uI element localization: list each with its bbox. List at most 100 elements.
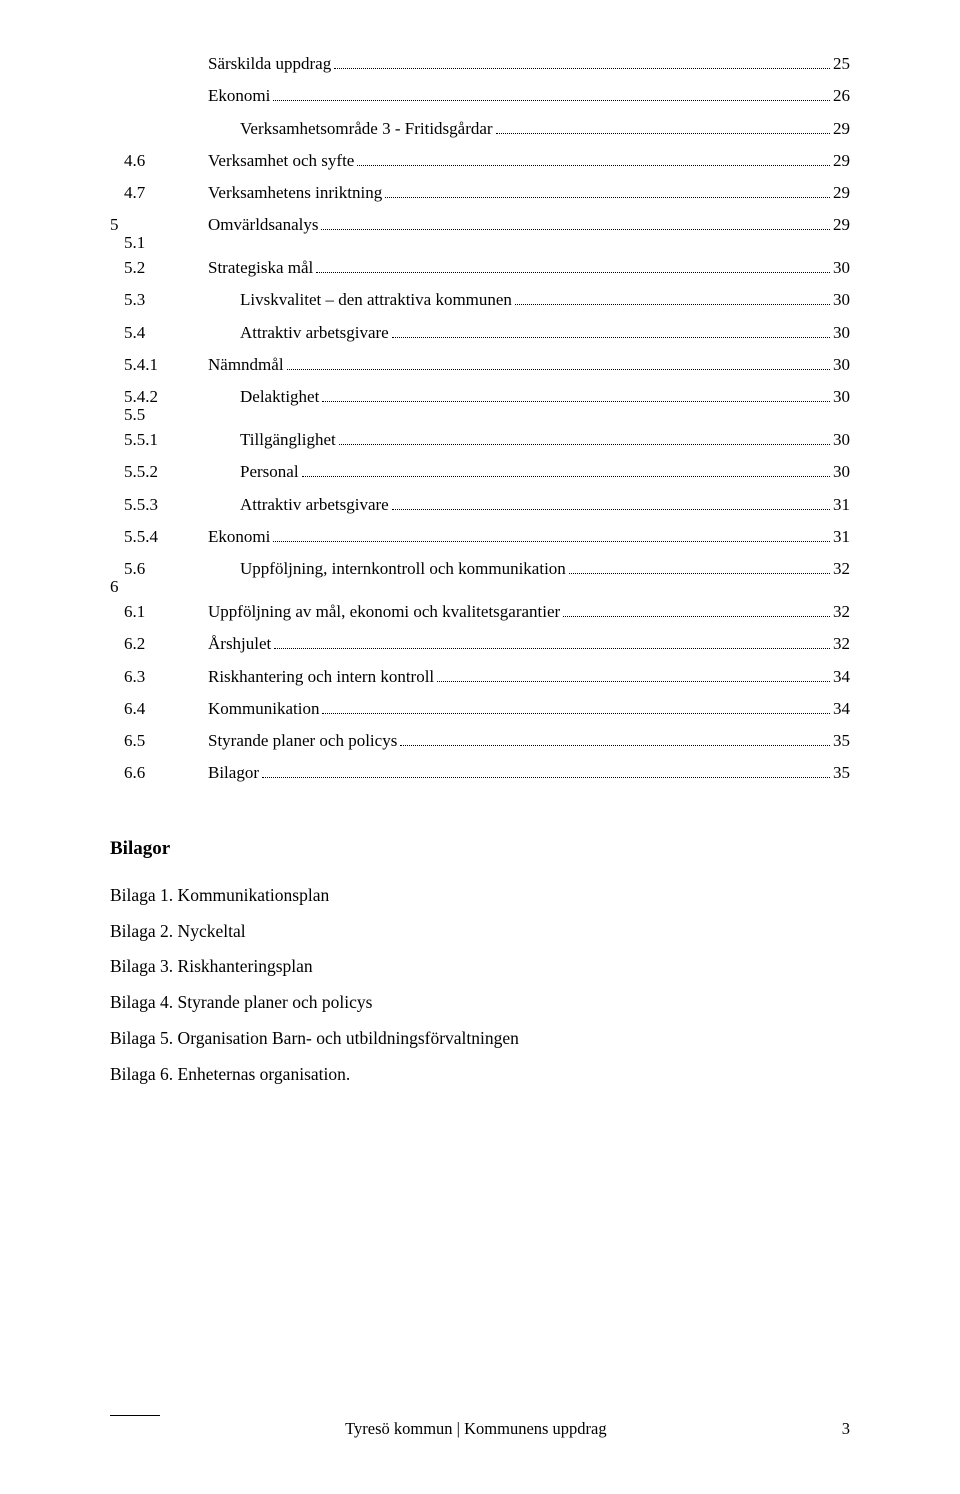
toc-number: 5.4.25.5 bbox=[110, 388, 188, 424]
toc-page-number: 25 bbox=[833, 48, 850, 80]
toc-entry: 5.4.25.5Delaktighet 30 bbox=[110, 381, 850, 424]
toc-page-number: 29 bbox=[833, 177, 850, 209]
toc-title: Kommunikation bbox=[188, 693, 319, 725]
toc-leader-dots bbox=[316, 272, 830, 273]
toc-number: 6.1 bbox=[110, 596, 188, 628]
toc-title: Ekonomi bbox=[188, 521, 270, 553]
toc-number: 5.2 bbox=[110, 252, 188, 284]
toc-page-number: 34 bbox=[833, 693, 850, 725]
toc-entry: 5.3Livskvalitet – den attraktiva kommune… bbox=[110, 284, 850, 316]
bilagor-list: Bilaga 1. KommunikationsplanBilaga 2. Ny… bbox=[110, 878, 850, 1093]
toc-number: 5.4.1 bbox=[110, 349, 188, 381]
toc-leader-dots bbox=[400, 745, 830, 746]
toc-leader-dots bbox=[515, 304, 830, 305]
toc-leader-dots bbox=[322, 401, 830, 402]
toc-title: Tillgänglighet bbox=[188, 424, 336, 456]
toc-title: Omvärldsanalys bbox=[188, 209, 318, 241]
toc-entry: 6.6Bilagor35 bbox=[110, 757, 850, 789]
toc-title: Attraktiv arbetsgivare bbox=[188, 489, 389, 521]
toc-leader-dots bbox=[273, 100, 830, 101]
page-footer: Tyresö kommun | Kommunens uppdrag 3 bbox=[0, 1415, 960, 1439]
toc-page-number: 31 bbox=[833, 521, 850, 553]
toc-number: 5.66 bbox=[110, 560, 188, 596]
toc-entry: 5.4Attraktiv arbetsgivare30 bbox=[110, 317, 850, 349]
footer-text: Tyresö kommun | Kommunens uppdrag bbox=[345, 1419, 607, 1439]
toc-entry: 4.6Verksamhet och syfte29 bbox=[110, 145, 850, 177]
toc-page-number: 32 bbox=[833, 628, 850, 660]
toc-number: 5.5.1 bbox=[110, 424, 188, 456]
toc-leader-dots bbox=[339, 444, 830, 445]
table-of-contents: Särskilda uppdrag25Ekonomi26Verksamhetso… bbox=[110, 48, 850, 790]
toc-leader-dots bbox=[321, 229, 830, 230]
toc-number: 5.5.2 bbox=[110, 456, 188, 488]
toc-entry: Särskilda uppdrag 25 bbox=[110, 48, 850, 80]
toc-title: Livskvalitet – den attraktiva kommunen bbox=[188, 284, 512, 316]
toc-leader-dots bbox=[563, 616, 830, 617]
toc-number: 4.7 bbox=[110, 177, 188, 209]
toc-entry: 4.7Verksamhetens inriktning 29 bbox=[110, 177, 850, 209]
toc-number: 5.4 bbox=[110, 317, 188, 349]
toc-title: Styrande planer och policys bbox=[188, 725, 397, 757]
toc-page-number: 26 bbox=[833, 80, 850, 112]
footer-rule bbox=[110, 1415, 160, 1416]
toc-page-number: 31 bbox=[833, 489, 850, 521]
toc-entry: 6.1Uppföljning av mål, ekonomi och kvali… bbox=[110, 596, 850, 628]
toc-leader-dots bbox=[287, 369, 830, 370]
toc-number: 6.3 bbox=[110, 661, 188, 693]
toc-entry: 6.4Kommunikation 34 bbox=[110, 693, 850, 725]
toc-entry: 5.5.1Tillgänglighet 30 bbox=[110, 424, 850, 456]
toc-page-number: 30 bbox=[833, 284, 850, 316]
toc-page-number: 29 bbox=[833, 145, 850, 177]
toc-leader-dots bbox=[334, 68, 830, 69]
toc-page-number: 32 bbox=[833, 596, 850, 628]
toc-title: Delaktighet bbox=[188, 381, 319, 413]
toc-leader-dots bbox=[302, 476, 830, 477]
toc-leader-dots bbox=[385, 197, 830, 198]
toc-leader-dots bbox=[357, 165, 830, 166]
toc-number: 6.4 bbox=[110, 693, 188, 725]
toc-page-number: 32 bbox=[833, 553, 850, 585]
toc-page-number: 30 bbox=[833, 349, 850, 381]
toc-number: 5.3 bbox=[110, 284, 188, 316]
toc-page-number: 30 bbox=[833, 252, 850, 284]
toc-title: Nämndmål bbox=[188, 349, 284, 381]
toc-page-number: 29 bbox=[833, 209, 850, 241]
toc-leader-dots bbox=[437, 681, 830, 682]
toc-entry: 5.66Uppföljning, internkontroll och komm… bbox=[110, 553, 850, 596]
toc-page-number: 34 bbox=[833, 661, 850, 693]
toc-leader-dots bbox=[322, 713, 830, 714]
toc-page-number: 29 bbox=[833, 113, 850, 145]
toc-leader-dots bbox=[274, 648, 830, 649]
bilaga-item: Bilaga 6. Enheternas organisation. bbox=[110, 1057, 850, 1093]
toc-number: 55.1 bbox=[110, 216, 188, 252]
toc-number: 5.5.3 bbox=[110, 489, 188, 521]
toc-title: Attraktiv arbetsgivare bbox=[188, 317, 389, 349]
toc-leader-dots bbox=[569, 573, 830, 574]
bilagor-heading: Bilagor bbox=[110, 838, 850, 860]
toc-title: Särskilda uppdrag bbox=[188, 48, 331, 80]
toc-title: Verksamhet och syfte bbox=[188, 145, 354, 177]
toc-number: 6.6 bbox=[110, 757, 188, 789]
toc-entry: 5.5.4Ekonomi31 bbox=[110, 521, 850, 553]
toc-page-number: 30 bbox=[833, 381, 850, 413]
toc-entry: 5.5.3Attraktiv arbetsgivare 31 bbox=[110, 489, 850, 521]
toc-entry: Verksamhetsområde 3 - Fritidsgårdar 29 bbox=[110, 113, 850, 145]
toc-entry: 6.5Styrande planer och policys 35 bbox=[110, 725, 850, 757]
toc-page-number: 35 bbox=[833, 725, 850, 757]
bilaga-item: Bilaga 4. Styrande planer och policys bbox=[110, 985, 850, 1021]
toc-entry: 55.1Omvärldsanalys 29 bbox=[110, 209, 850, 252]
toc-leader-dots bbox=[273, 541, 830, 542]
bilaga-item: Bilaga 1. Kommunikationsplan bbox=[110, 878, 850, 914]
toc-title: Bilagor bbox=[188, 757, 259, 789]
toc-page-number: 30 bbox=[833, 456, 850, 488]
toc-title: Ekonomi bbox=[188, 80, 270, 112]
toc-leader-dots bbox=[392, 337, 830, 338]
toc-title: Verksamhetsområde 3 - Fritidsgårdar bbox=[188, 113, 493, 145]
toc-title: Uppföljning, internkontroll och kommunik… bbox=[188, 553, 566, 585]
toc-leader-dots bbox=[262, 777, 830, 778]
toc-title: Verksamhetens inriktning bbox=[188, 177, 382, 209]
toc-title: Årshjulet bbox=[188, 628, 271, 660]
toc-number: 6.5 bbox=[110, 725, 188, 757]
toc-entry: 5.5.2Personal30 bbox=[110, 456, 850, 488]
toc-page-number: 30 bbox=[833, 424, 850, 456]
